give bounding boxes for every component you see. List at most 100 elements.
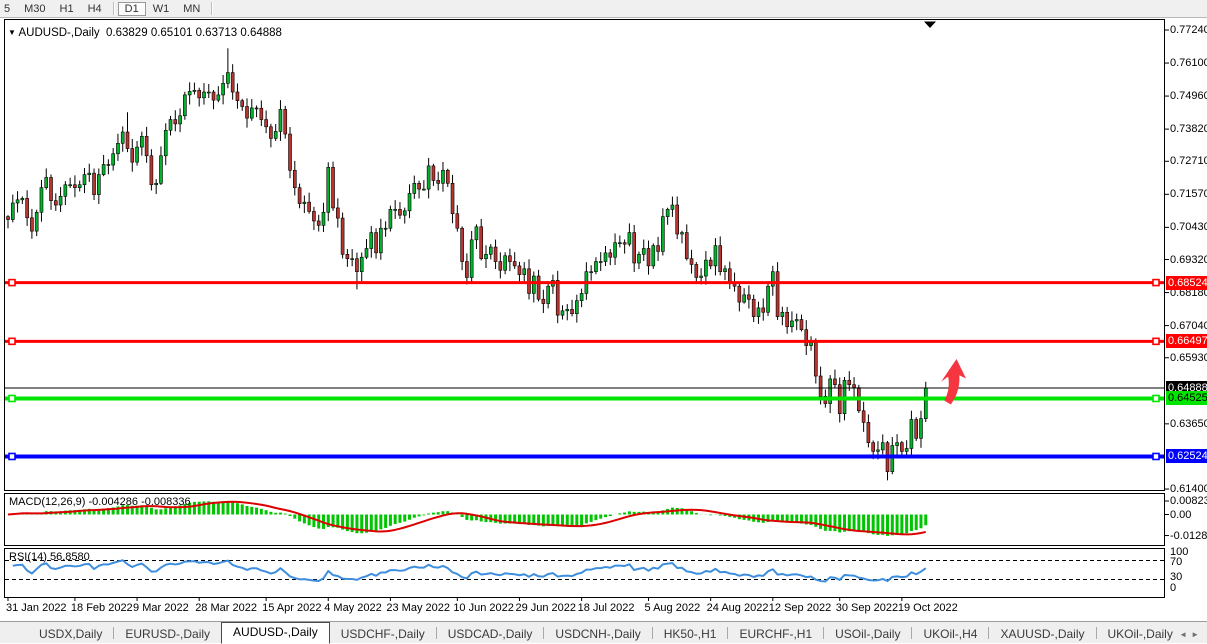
price-axis-label: 0.74960 [1170, 90, 1207, 103]
tab-separator [727, 627, 729, 639]
date-axis-label: 10 Jun 2022 [453, 602, 514, 614]
chart-shift-marker-icon [924, 21, 936, 28]
date-axis-label: 31 Jan 2022 [6, 602, 67, 614]
line-handle[interactable] [1152, 278, 1160, 287]
main-chart-panel[interactable] [4, 19, 1165, 491]
line-handle[interactable] [8, 278, 16, 287]
toolbar-separator [211, 2, 213, 15]
bullish-arrow-annotation[interactable] [941, 359, 966, 405]
timeframe-button-5[interactable]: 5 [4, 2, 11, 15]
price-line-badge: 0.64888 [1166, 380, 1207, 395]
tab-ukoil-daily[interactable]: UKOil-,Daily [1107, 627, 1173, 641]
price-line-badge: 0.64525 [1166, 391, 1207, 406]
tab-usdx-daily[interactable]: USDX,Daily [39, 627, 103, 641]
macd-signal-line [7, 500, 926, 536]
tab-separator [823, 627, 825, 639]
macd-axis-label: -0.012827 [1170, 529, 1207, 542]
tab-usdcnh-daily[interactable]: USDCNH-,Daily [555, 627, 641, 641]
date-axis-label: 24 Aug 2022 [706, 602, 769, 614]
tab-separator [113, 627, 115, 639]
line-handle[interactable] [8, 452, 16, 461]
toolbar-separator [112, 2, 114, 15]
tab-ukoil-h4[interactable]: UKOil-,H4 [923, 627, 978, 641]
candlestick-series [6, 48, 928, 481]
date-axis-label: 23 May 2022 [386, 602, 450, 614]
price-axis-label: 0.63650 [1170, 417, 1207, 430]
price-line-badge: 0.66497 [1166, 334, 1207, 349]
tab-usdcad-daily[interactable]: USDCAD-,Daily [447, 627, 533, 641]
timeframe-button-w1[interactable]: W1 [152, 2, 170, 15]
rsi-axis-label: 100 [1170, 545, 1189, 558]
rsi-panel[interactable] [4, 548, 1165, 598]
ohlc-open: 0.63829 [106, 27, 148, 39]
chart-symbol: AUDUSD-,Daily [18, 27, 100, 39]
line-handle[interactable] [1152, 337, 1160, 346]
tab-eurusd-daily[interactable]: EURUSD-,Daily [125, 627, 211, 641]
date-axis-label: 5 Aug 2022 [644, 602, 701, 614]
price-axis-label: 0.72710 [1170, 155, 1207, 168]
rsi-line [12, 559, 927, 583]
price-axis-label: 0.76100 [1170, 57, 1207, 70]
price-axis-label: 0.69320 [1170, 253, 1207, 266]
tab-eurchf-h1[interactable]: EURCHF-,H1 [739, 627, 813, 641]
rsi-axis-label: 30 [1170, 570, 1183, 583]
line-handle[interactable] [1152, 394, 1160, 403]
ohlc-low: 0.63713 [195, 27, 238, 39]
price-line-badge: 0.68524 [1166, 275, 1207, 290]
macd-axis-label: 0.00823 [1170, 495, 1207, 507]
tabs-scroll-right-icon[interactable]: ► [1191, 630, 1203, 639]
date-axis-label: 15 Apr 2022 [262, 602, 322, 614]
rsi-axis-label: 70 [1170, 556, 1183, 569]
tab-hk50-h1[interactable]: HK50-,H1 [663, 627, 717, 641]
line-handle[interactable] [8, 394, 16, 403]
price-axis-label: 0.65930 [1170, 351, 1207, 364]
date-axis-label: 18 Feb 2022 [70, 602, 133, 614]
price-axis-label: 0.70430 [1170, 221, 1207, 234]
ohlc-high: 0.65101 [150, 27, 193, 39]
chart-title: ▼ AUDUSD-,Daily 0.63829 0.65101 0.63713 … [8, 27, 282, 39]
date-axis-label: 30 Sep 2022 [835, 602, 899, 614]
price-axis-label: 0.77240 [1170, 24, 1207, 36]
tab-separator [651, 627, 653, 639]
timeframe-button-m30[interactable]: M30 [24, 2, 46, 15]
symbol-dropdown-icon[interactable]: ▼ [8, 28, 16, 37]
macd-axis-label: 0.00 [1170, 508, 1192, 521]
tab-xauusd-daily[interactable]: XAUUSD-,Daily [1000, 627, 1085, 641]
rsi-label: RSI(14) 56.8580 [9, 551, 90, 563]
macd-label: MACD(12,26,9) -0.004286 -0.008336 [9, 496, 191, 508]
tab-usdchf-daily[interactable]: USDCHF-,Daily [340, 627, 425, 641]
timeframe-button-h4[interactable]: H4 [87, 2, 102, 15]
macd-panel[interactable] [4, 493, 1165, 546]
rsi-axis-label: 0 [1170, 581, 1177, 594]
date-axis-label: 28 Mar 2022 [195, 602, 257, 614]
timeframe-button-mn[interactable]: MN [183, 2, 201, 15]
tab-usoil-daily[interactable]: USOil-,Daily [835, 627, 901, 641]
tab-separator [435, 627, 437, 639]
tab-separator [1095, 627, 1097, 639]
timeframe-toolbar: 5 M30 H1 H4 D1 W1 MN [0, 0, 1207, 18]
ohlc-close: 0.64888 [240, 27, 282, 39]
tab-separator [911, 627, 913, 639]
date-axis-label: 19 Oct 2022 [897, 602, 958, 614]
tabs-scroll-left-icon[interactable]: ◄ [1179, 630, 1192, 639]
symbol-tab-bar: USDX,Daily EURUSD-,Daily AUDUSD-,Daily USDC… [0, 621, 1207, 644]
line-handle[interactable] [1152, 452, 1160, 461]
timeframe-button-h1[interactable]: H1 [59, 2, 74, 15]
tab-separator [988, 627, 990, 639]
line-handle[interactable] [8, 337, 16, 346]
date-axis-label: 4 May 2022 [324, 602, 382, 614]
price-axis-label: 0.73820 [1170, 123, 1207, 136]
tab-audusd-daily[interactable]: AUDUSD-,Daily [221, 622, 330, 644]
price-line-badge: 0.62524 [1166, 449, 1207, 464]
chart-plot-area[interactable] [0, 0, 1207, 620]
tab-scroll-arrows: ◄► [1179, 630, 1203, 639]
price-axis-label: 0.61400 [1170, 483, 1207, 496]
date-axis-label: 18 Jul 2022 [577, 602, 635, 614]
date-axis-label: 12 Sep 2022 [768, 602, 832, 614]
price-axis-label: 0.67040 [1170, 319, 1207, 332]
price-axis-label: 0.71570 [1170, 188, 1207, 201]
tab-separator [543, 627, 545, 639]
timeframe-button-d1[interactable]: D1 [117, 1, 146, 16]
date-axis-label: 9 Mar 2022 [133, 602, 189, 614]
date-axis-label: 29 Jun 2022 [515, 602, 577, 614]
